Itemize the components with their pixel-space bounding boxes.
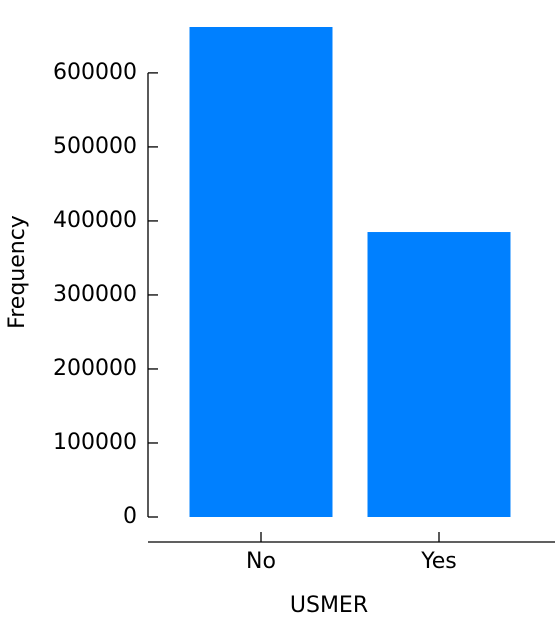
y-tick-label: 400000 bbox=[53, 208, 137, 233]
y-tick-label: 300000 bbox=[53, 282, 137, 307]
y-axis-label: Frequency bbox=[5, 215, 30, 329]
x-tick-label: Yes bbox=[420, 549, 457, 574]
y-tick-label: 100000 bbox=[53, 430, 137, 455]
x-tick-label: No bbox=[246, 549, 276, 574]
y-tick-label: 500000 bbox=[53, 134, 137, 159]
bar bbox=[367, 232, 511, 517]
y-tick-label: 200000 bbox=[53, 356, 137, 381]
y-tick-label: 600000 bbox=[53, 60, 137, 85]
bar bbox=[189, 27, 333, 517]
x-axis-label: USMER bbox=[290, 593, 368, 618]
y-tick-label: 0 bbox=[123, 504, 137, 529]
